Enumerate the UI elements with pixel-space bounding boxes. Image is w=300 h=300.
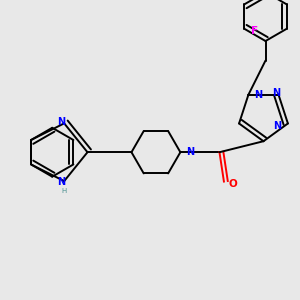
Text: H: H (61, 188, 67, 194)
Text: O: O (228, 179, 237, 189)
Text: N: N (57, 177, 65, 187)
Text: F: F (251, 26, 258, 36)
Text: N: N (186, 147, 194, 157)
Text: N: N (273, 121, 281, 131)
Text: N: N (57, 117, 65, 127)
Text: N: N (254, 90, 262, 100)
Text: N: N (272, 88, 281, 98)
